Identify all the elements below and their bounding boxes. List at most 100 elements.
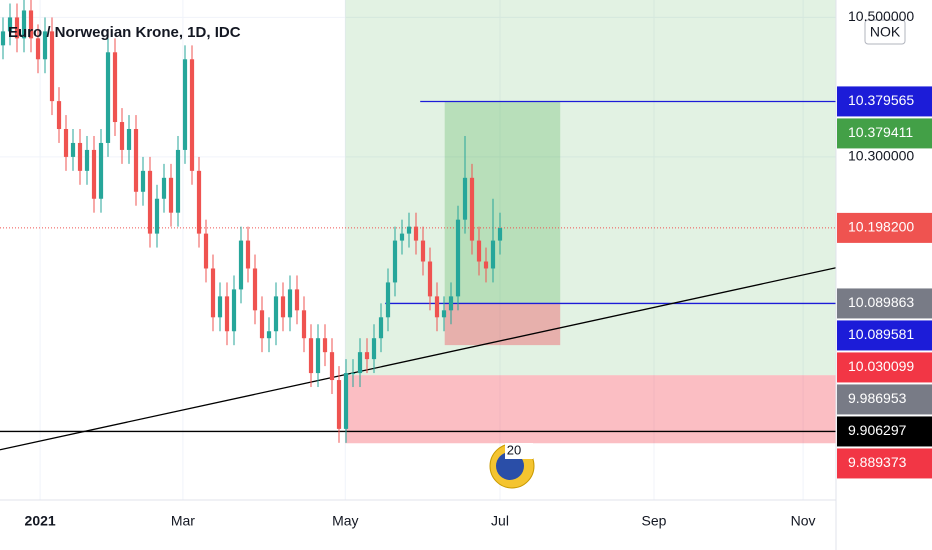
x-tick-label: Mar <box>171 513 195 529</box>
candle-body <box>308 338 314 374</box>
candle-body <box>182 59 188 150</box>
x-tick-label: 2021 <box>25 513 56 529</box>
candle-body <box>294 289 300 311</box>
price-label-box <box>837 448 932 479</box>
stop-zone <box>444 303 561 346</box>
candle-body <box>273 296 279 332</box>
price-label: 10.379565 <box>848 92 914 108</box>
candle-body <box>105 52 111 143</box>
candle-body <box>70 142 76 157</box>
price-label: 10.030099 <box>848 358 914 374</box>
candle-body <box>336 380 342 429</box>
candle-body <box>322 338 328 353</box>
candle-body <box>371 338 377 360</box>
candle-body <box>189 59 195 171</box>
candle-body <box>350 373 356 375</box>
price-label-box <box>837 352 932 383</box>
candle-body <box>420 240 426 262</box>
price-label: 10.089581 <box>848 326 914 342</box>
target-zone <box>444 101 561 304</box>
candle-body <box>196 170 202 234</box>
candle-body <box>252 268 258 311</box>
candle-body <box>154 198 160 234</box>
candle-body <box>161 177 167 199</box>
price-label: 9.986953 <box>848 390 907 406</box>
candle-body <box>91 149 97 199</box>
candle-body <box>14 17 20 39</box>
candle-body <box>49 31 55 102</box>
candle-body <box>357 352 363 374</box>
logo-tag <box>505 443 533 459</box>
candle-body <box>147 170 153 234</box>
price-label-box <box>837 288 932 319</box>
candle-body <box>217 296 223 318</box>
candle-body <box>441 310 447 318</box>
candle-body <box>448 296 454 311</box>
candle-body <box>455 219 461 297</box>
price-label: 9.906297 <box>848 422 907 438</box>
candle-body <box>56 101 62 130</box>
currency-label: NOK <box>870 24 901 40</box>
x-tick-label: Sep <box>642 513 667 529</box>
candle-body <box>399 233 405 241</box>
candle-body <box>392 240 398 283</box>
candle-body <box>224 296 230 332</box>
candle-body <box>315 338 321 374</box>
candle-body <box>119 122 125 150</box>
candle-body <box>231 289 237 332</box>
candle-body <box>497 228 503 241</box>
candle-body <box>462 177 468 220</box>
logo: 20 <box>489 442 535 489</box>
candle-body <box>476 240 482 262</box>
price-label-box <box>837 118 932 149</box>
candle-body <box>133 129 139 192</box>
candle-body <box>287 289 293 318</box>
candle-body <box>84 149 90 171</box>
plot-area <box>0 0 837 500</box>
candle-body <box>77 142 83 171</box>
x-tick-label: May <box>332 513 358 529</box>
candle-body <box>35 38 41 60</box>
candle-body <box>0 31 6 46</box>
target-zone <box>345 0 836 376</box>
candle-body <box>469 177 475 241</box>
candle-body <box>245 240 251 269</box>
candle-body <box>98 142 104 199</box>
price-label-box <box>837 320 932 351</box>
candle-body <box>427 261 433 297</box>
candle-body <box>385 282 391 318</box>
stop-zone <box>345 375 836 444</box>
candle-body <box>203 233 209 269</box>
candle-body <box>301 310 307 339</box>
candle-body <box>168 177 174 213</box>
logo-text: 20 <box>507 442 521 457</box>
price-label-box <box>837 384 932 415</box>
candle-body <box>364 352 370 360</box>
candle-body <box>490 240 496 269</box>
trend-line <box>0 267 837 451</box>
candle-body <box>238 240 244 290</box>
x-tick-label: Jul <box>491 513 509 529</box>
candle-body <box>329 352 335 381</box>
candle-body <box>126 129 132 150</box>
candle-body <box>434 296 440 318</box>
price-label: 9.889373 <box>848 454 907 470</box>
candle-body <box>140 170 146 192</box>
candle-body <box>210 268 216 318</box>
candle-body <box>343 373 349 429</box>
price-label-box <box>837 416 932 447</box>
candle-body <box>7 17 13 32</box>
candle-body <box>266 331 272 339</box>
candle-body <box>259 310 265 339</box>
candle-body <box>28 10 34 39</box>
candle-body <box>42 31 48 60</box>
candle-body <box>406 226 412 234</box>
candle-body <box>280 296 286 318</box>
currency-box[interactable] <box>864 19 906 45</box>
chart-title: Euro / Norwegian Krone, 1D, IDC <box>8 24 241 41</box>
candle-body <box>175 149 181 213</box>
y-tick-label: 10.500000 <box>848 8 914 24</box>
candle-body <box>63 129 69 157</box>
